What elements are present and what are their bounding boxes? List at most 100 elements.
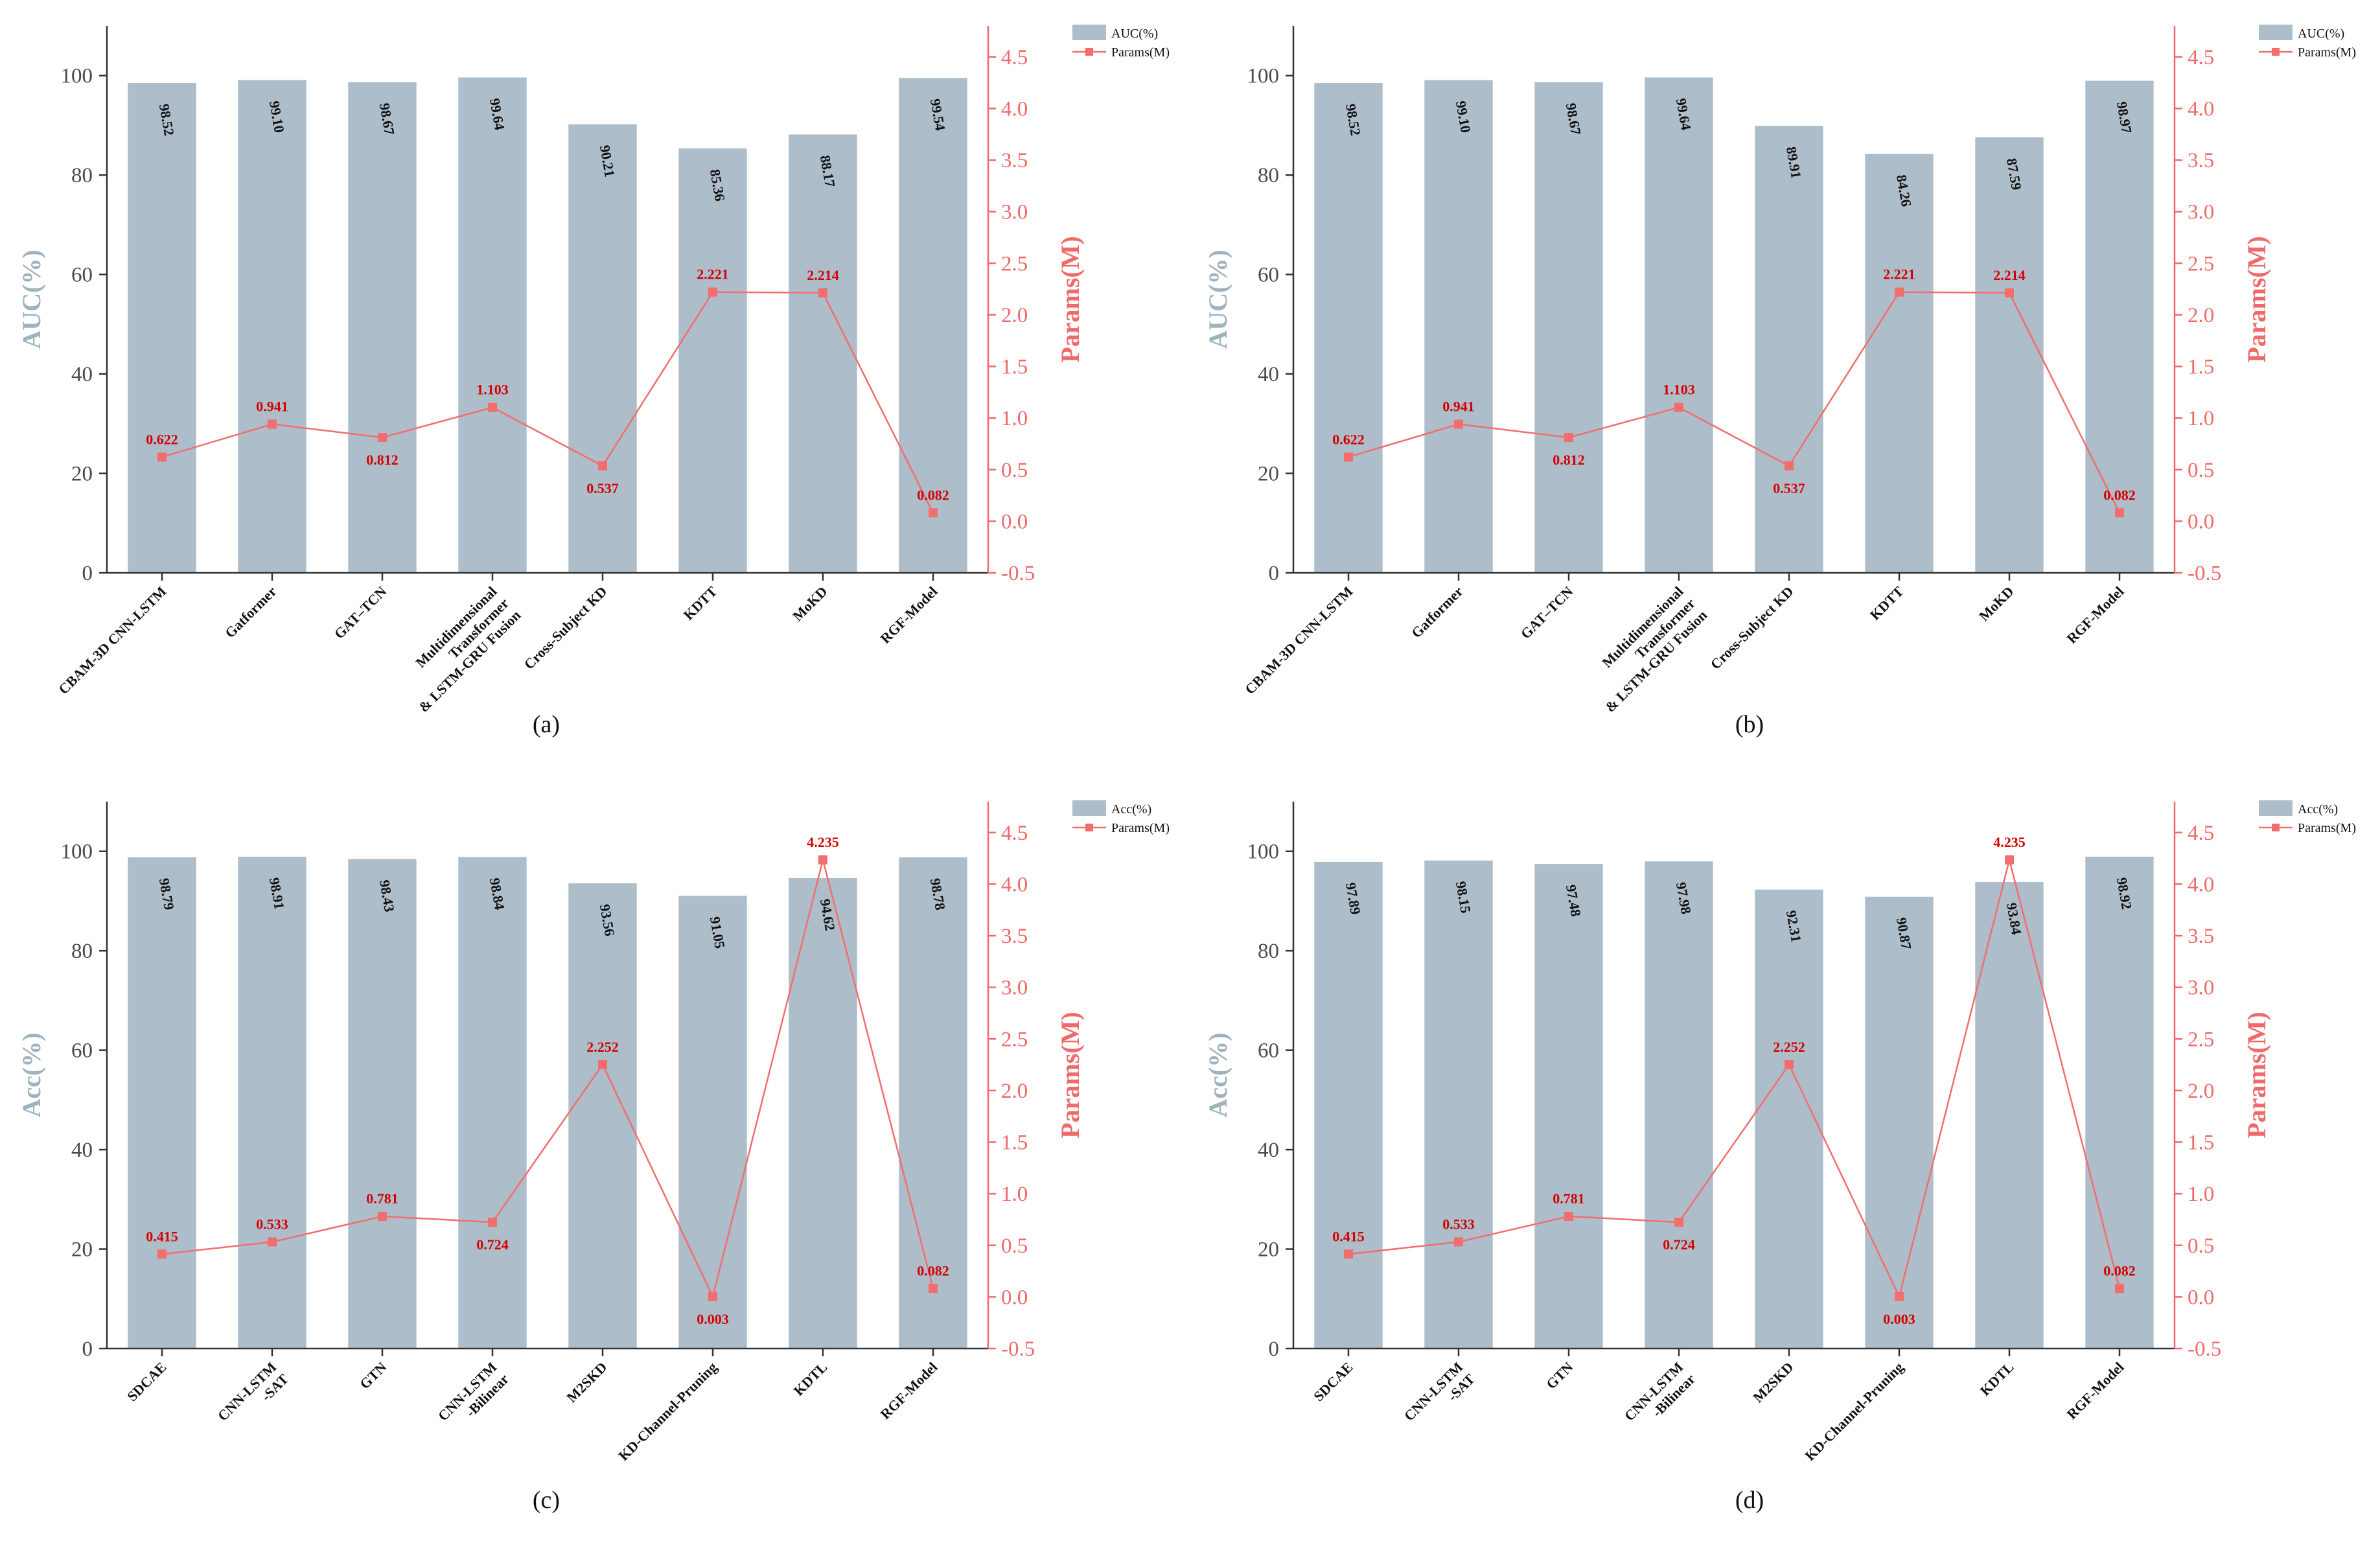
y-tick-label-right: 1.0 xyxy=(1001,1183,1028,1206)
y-tick-label-right: 2.5 xyxy=(2188,252,2214,275)
y-tick-label-right: -0.5 xyxy=(2188,562,2221,585)
y-tick-label-left: 40 xyxy=(71,1139,93,1162)
x-category-label: CBAM-3D CNN-LSTM xyxy=(1242,583,1356,697)
x-category-label-line: KD-Channel-Pruning xyxy=(1801,1359,1906,1464)
y-tick-label-right: 0.5 xyxy=(1001,459,1028,482)
y-tick-label-right: 4.0 xyxy=(1001,97,1028,121)
params-point xyxy=(929,1284,938,1293)
legend-swatch-bar xyxy=(1072,800,1106,816)
y-tick-label-left: 40 xyxy=(71,363,93,386)
y-tick-label-left: 0 xyxy=(1269,1338,1280,1361)
y-tick-label-right: 4.0 xyxy=(1001,873,1028,896)
caption-b: (b) xyxy=(1735,711,1764,738)
x-category-label-line: Cross-Subject KD xyxy=(1707,583,1797,673)
params-value-label: 0.533 xyxy=(256,1216,288,1232)
x-category-label-line: CBAM-3D CNN-LSTM xyxy=(55,583,169,697)
y-tick-label-right: 2.5 xyxy=(1001,1028,1028,1051)
params-point xyxy=(708,287,717,297)
x-category-label: SDCAE xyxy=(124,1359,169,1404)
params-point xyxy=(1785,461,1794,470)
y-tick-label-right: 1.0 xyxy=(1001,407,1028,430)
y-tick-label-right: 1.5 xyxy=(1001,1131,1028,1155)
legend-swatch-bar xyxy=(2259,800,2293,816)
y-tick-label-right: 3.5 xyxy=(1001,149,1028,172)
params-line xyxy=(1348,291,2121,513)
y-tick-label-right: 2.0 xyxy=(2188,1080,2214,1103)
x-category-label: RGF-Model xyxy=(2063,583,2127,647)
x-category-label-line: MoKD xyxy=(789,583,830,624)
legend-marker xyxy=(2272,824,2280,831)
y-tick-label-left: 60 xyxy=(1258,1039,1279,1063)
y-tick-label-right: 4.0 xyxy=(2188,873,2214,896)
params-value-label: 0.537 xyxy=(586,480,619,496)
x-category-label-line: RGF-Model xyxy=(877,1359,940,1422)
y-tick-label-right: 2.5 xyxy=(1001,252,1028,275)
x-category-label-line: M2SKD xyxy=(1750,1359,1796,1406)
x-category-label: M2SKD xyxy=(563,1359,610,1406)
x-category-label: KDTT xyxy=(1867,583,1907,623)
params-value-label: 2.221 xyxy=(697,266,729,283)
y-tick-label-right: 1.0 xyxy=(2188,1183,2214,1206)
x-category-label-line: RGF-Model xyxy=(2063,583,2127,647)
y-tick-label-left: 0 xyxy=(82,562,93,585)
x-category-label: KD-Channel-Pruning xyxy=(1801,1359,1906,1464)
legend-label-line: Params(M) xyxy=(2298,821,2356,835)
params-value-label: 4.235 xyxy=(1993,834,2026,850)
x-category-label: GTN xyxy=(356,1359,389,1392)
y-axis-label-right: Params(M) xyxy=(2242,236,2271,362)
params-value-label: 0.781 xyxy=(1553,1190,1585,1207)
legend-label-bar: AUC(%) xyxy=(2298,27,2344,41)
y-tick-label-left: 60 xyxy=(71,1039,93,1063)
bar xyxy=(1534,864,1603,1349)
chart-panel-a: 98.52 99.10 98.67 99.64 90.21 85.36 88.17 99.54… xyxy=(0,0,1190,765)
caption-d: (d) xyxy=(1735,1487,1764,1514)
bar xyxy=(1314,83,1383,574)
params-value-label: 1.103 xyxy=(1663,382,1695,398)
params-value-label: 0.082 xyxy=(2103,487,2136,503)
y-tick-label-right: 2.0 xyxy=(1001,304,1028,327)
bar xyxy=(1975,137,2044,574)
params-value-label: 4.235 xyxy=(807,834,839,850)
y-tick-label-left: 20 xyxy=(71,463,93,486)
params-value-label: 0.941 xyxy=(1442,399,1475,415)
x-category-label-line: GTN xyxy=(356,1359,389,1392)
params-value-label: 2.221 xyxy=(1883,266,1915,283)
params-value-label: 0.781 xyxy=(366,1190,399,1207)
bar xyxy=(1534,82,1603,573)
y-tick-label-left: 0 xyxy=(1269,562,1280,585)
x-category-label: KDTL xyxy=(1977,1359,2017,1399)
params-point xyxy=(1895,1292,1904,1301)
chart-panel-b: 98.52 99.10 98.67 99.64 89.91 84.26 87.59 98.97… xyxy=(1186,0,2376,765)
x-category-label: Cross-Subject KD xyxy=(521,583,610,673)
x-category-label-line: KDTT xyxy=(1867,583,1907,623)
x-category-label: MultidimensionalTransformer& LSTM-GRU Fu… xyxy=(1578,583,1710,715)
x-category-label-line: MoKD xyxy=(1976,583,2016,624)
y-tick-label-left: 40 xyxy=(1258,363,1279,386)
y-tick-label-left: 80 xyxy=(1258,164,1279,187)
x-category-label: CNN-LSTM-SAT xyxy=(214,1359,292,1436)
params-value-label: 1.103 xyxy=(476,382,509,398)
x-category-label: RGF-Model xyxy=(877,1359,940,1422)
y-tick-label-right: 4.5 xyxy=(2188,46,2214,69)
x-category-label-line: KDTT xyxy=(680,583,721,623)
params-point xyxy=(2115,508,2124,518)
params-value-label: 0.082 xyxy=(2103,1262,2136,1279)
x-category-label: Gatformer xyxy=(222,583,280,642)
params-point xyxy=(598,461,607,470)
params-point xyxy=(1564,433,1573,443)
x-category-label: KDTT xyxy=(680,583,721,623)
y-tick-label-left: 80 xyxy=(1258,940,1279,963)
params-point xyxy=(598,1060,607,1069)
bar xyxy=(678,896,747,1349)
params-value-label: 0.003 xyxy=(697,1311,729,1327)
params-point xyxy=(1454,419,1463,429)
params-value-label: 0.622 xyxy=(1332,431,1365,447)
bar xyxy=(899,857,967,1349)
y-axis-label-left: Acc(%) xyxy=(1203,1032,1232,1117)
x-category-label-line: KD-Channel-Pruning xyxy=(615,1359,720,1464)
legend-swatch-bar xyxy=(1072,25,1106,40)
params-point xyxy=(157,1249,167,1259)
params-point xyxy=(378,1212,387,1222)
y-tick-label-right: 0.5 xyxy=(2188,459,2214,482)
bar xyxy=(348,82,417,573)
